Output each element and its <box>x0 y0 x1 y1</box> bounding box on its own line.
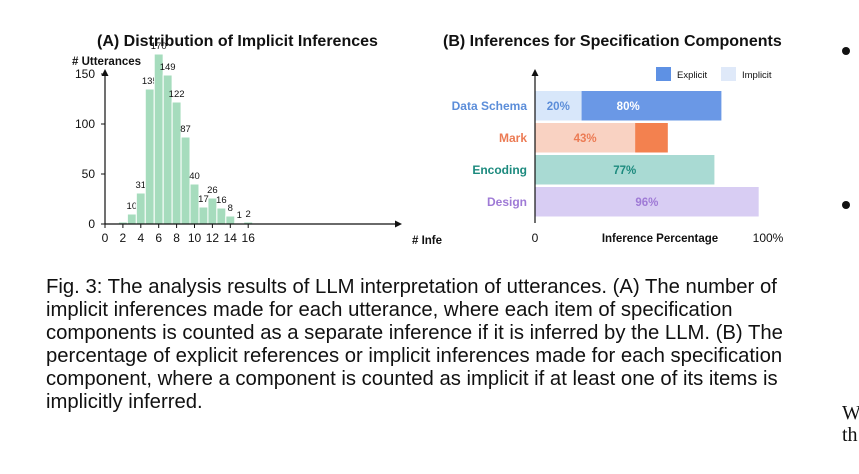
cropped-line-2: th <box>842 424 858 446</box>
chart-a-y-tick-label: 100 <box>75 117 95 131</box>
histogram-data-label: 1 <box>237 210 242 221</box>
chart-a-y-tick-label: 150 <box>75 67 95 81</box>
cropped-column-text: W th <box>842 402 859 446</box>
histogram-bar <box>225 215 236 225</box>
stacked-bar-data-label: 80% <box>617 101 640 113</box>
histogram-data-label: 149 <box>160 62 176 73</box>
histogram-data-label: 122 <box>169 89 185 100</box>
chart-a-x-tick-label: 0 <box>102 231 109 245</box>
histogram-data-label: 10 <box>127 201 138 212</box>
histogram-bar <box>126 213 137 225</box>
chart-a-x-tick-label: 12 <box>206 231 220 245</box>
chart-a-title: (A) Distribution of Implicit Inferences <box>97 33 378 50</box>
chart-b-category-label: Data Schema <box>452 99 528 113</box>
histogram-bar <box>144 88 155 225</box>
histogram-bar <box>135 192 146 225</box>
figure-caption: Fig. 3: The analysis results of LLM inte… <box>46 276 783 413</box>
chart-a-x-tick-label: 4 <box>137 231 144 245</box>
chart-b-y-axis-arrow <box>531 69 539 76</box>
stacked-bar-data-label: 43% <box>574 133 597 145</box>
stacked-bar-segment <box>535 123 636 153</box>
histogram-data-label: 17 <box>198 194 209 205</box>
chart-a-x-tick-label: 16 <box>242 231 256 245</box>
stacked-bar-chart: (B) Inferences for Specification Compone… <box>443 33 784 245</box>
histogram-bar <box>153 53 164 225</box>
chart-a-x-tick-label: 10 <box>188 231 202 245</box>
chart-a-x-tick-label: 6 <box>155 231 162 245</box>
chart-b-x-tick-label: 0 <box>532 231 539 245</box>
legend-swatch-implicit <box>721 67 736 81</box>
histogram-data-label: 135 <box>142 76 158 87</box>
histogram-data-label: 2 <box>246 209 251 220</box>
histogram-data-label: 26 <box>207 185 218 196</box>
histogram-data-label: 170 <box>151 41 167 52</box>
bullet-marker-1 <box>842 47 850 55</box>
chart-b-x-tick-label: 100% <box>753 231 784 245</box>
stacked-bar-segment <box>535 155 715 185</box>
histogram-data-label: 31 <box>136 180 147 191</box>
chart-a-x-axis-label: # Inferences <box>412 235 442 247</box>
stacked-bar-data-label: 77% <box>613 165 636 177</box>
stacked-bar-segment <box>535 91 582 121</box>
histogram-chart: (A) Distribution of Implicit Inferences #… <box>72 33 442 247</box>
stacked-bar-segment <box>535 187 759 217</box>
histogram-data-label: 8 <box>228 203 233 214</box>
histogram-bar <box>198 206 209 225</box>
chart-a-x-tick-label: 14 <box>224 231 238 245</box>
histogram-data-label: 40 <box>189 171 200 182</box>
histogram-bar <box>216 207 227 225</box>
chart-b-category-label: Design <box>487 195 527 209</box>
stacked-bar-data-label: 96% <box>635 197 658 209</box>
chart-a-x-axis-arrow <box>395 220 402 228</box>
cropped-line-1: W <box>842 402 859 424</box>
histogram-data-label: 87 <box>180 124 191 135</box>
stacked-bar-data-label: 20% <box>547 101 570 113</box>
bullet-marker-2 <box>842 201 850 209</box>
legend-label-explicit: Explicit <box>677 70 707 81</box>
histogram-bar <box>171 101 182 225</box>
chart-b-x-axis-label: Inference Percentage <box>602 233 718 245</box>
chart-a-y-axis-arrow <box>101 69 109 76</box>
chart-b-category-label: Encoding <box>472 163 527 177</box>
chart-a-x-tick-label: 2 <box>120 231 127 245</box>
legend-label-implicit: Implicit <box>742 70 772 81</box>
chart-a-y-axis-label: # Utterances <box>72 56 141 68</box>
chart-a-x-tick-label: 8 <box>173 231 180 245</box>
chart-b-title: (B) Inferences for Specification Compone… <box>443 33 782 50</box>
chart-a-y-tick-label: 0 <box>88 217 95 231</box>
chart-b-category-label: Mark <box>499 131 527 145</box>
histogram-data-label: 16 <box>216 195 227 206</box>
legend-swatch-explicit <box>656 67 671 81</box>
chart-a-y-tick-label: 50 <box>82 167 96 181</box>
